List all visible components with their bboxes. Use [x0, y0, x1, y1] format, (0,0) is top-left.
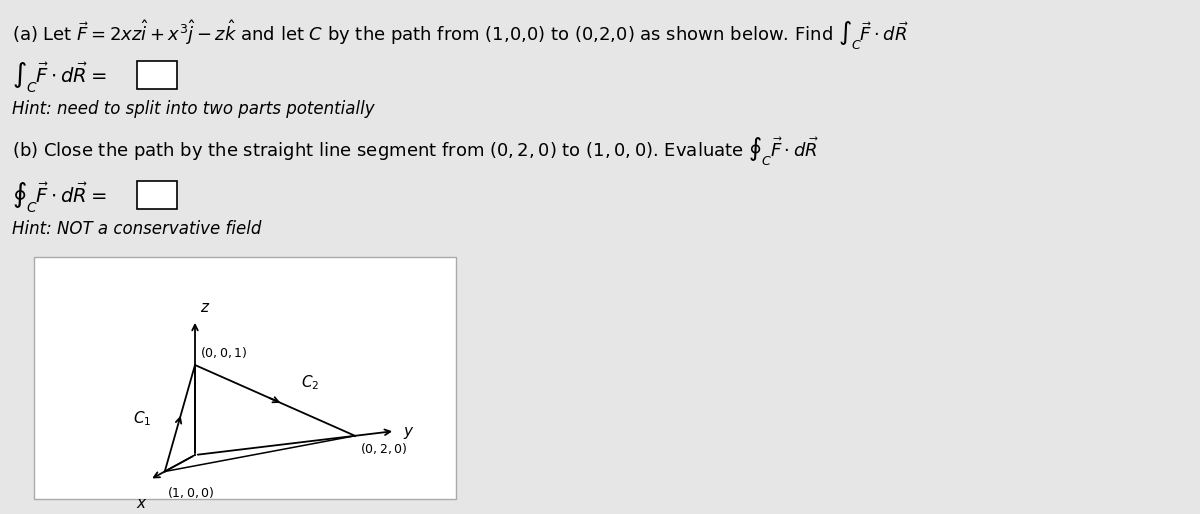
Text: Hint: need to split into two parts potentially: Hint: need to split into two parts poten…: [12, 100, 374, 118]
Text: $(0,2,0)$: $(0,2,0)$: [360, 441, 407, 456]
Text: $C_1$: $C_1$: [133, 409, 151, 428]
Text: $\int_C \vec{F} \cdot d\vec{R} =$: $\int_C \vec{F} \cdot d\vec{R} =$: [12, 60, 107, 95]
Text: (a) Let $\vec{F} = 2xz\hat{i} + x^3\hat{j} - z\hat{k}$ and let $C$ by the path f: (a) Let $\vec{F} = 2xz\hat{i} + x^3\hat{…: [12, 18, 908, 52]
Text: $y$: $y$: [403, 425, 414, 441]
FancyBboxPatch shape: [34, 257, 456, 499]
Text: $(1,0,0)$: $(1,0,0)$: [167, 486, 214, 501]
Text: $x$: $x$: [136, 495, 148, 511]
Text: $(0,0,1)$: $(0,0,1)$: [200, 345, 247, 360]
Text: $z$: $z$: [200, 300, 210, 315]
Text: $\oint_C \vec{F} \cdot d\vec{R} =$: $\oint_C \vec{F} \cdot d\vec{R} =$: [12, 180, 107, 215]
FancyBboxPatch shape: [137, 181, 178, 209]
Text: Hint: NOT a conservative field: Hint: NOT a conservative field: [12, 220, 262, 238]
FancyBboxPatch shape: [137, 61, 178, 89]
Text: $C_2$: $C_2$: [301, 373, 319, 392]
Text: (b) Close the path by the straight line segment from $(0, 2, 0)$ to $(1, 0, 0)$.: (b) Close the path by the straight line …: [12, 135, 818, 167]
